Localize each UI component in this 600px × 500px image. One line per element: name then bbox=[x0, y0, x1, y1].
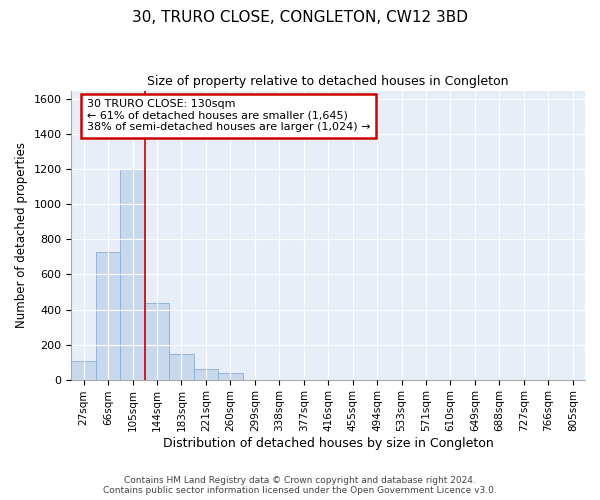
Bar bbox=[71, 361, 96, 380]
Bar bbox=[96, 252, 121, 380]
Title: Size of property relative to detached houses in Congleton: Size of property relative to detached ho… bbox=[148, 75, 509, 88]
Bar bbox=[218, 374, 242, 380]
Bar bbox=[121, 170, 145, 380]
Bar bbox=[145, 302, 169, 380]
Text: 30 TRURO CLOSE: 130sqm
← 61% of detached houses are smaller (1,645)
38% of semi-: 30 TRURO CLOSE: 130sqm ← 61% of detached… bbox=[87, 99, 370, 132]
Bar bbox=[194, 369, 218, 380]
X-axis label: Distribution of detached houses by size in Congleton: Distribution of detached houses by size … bbox=[163, 437, 494, 450]
Text: Contains HM Land Registry data © Crown copyright and database right 2024.
Contai: Contains HM Land Registry data © Crown c… bbox=[103, 476, 497, 495]
Bar bbox=[169, 354, 194, 380]
Y-axis label: Number of detached properties: Number of detached properties bbox=[15, 142, 28, 328]
Text: 30, TRURO CLOSE, CONGLETON, CW12 3BD: 30, TRURO CLOSE, CONGLETON, CW12 3BD bbox=[132, 10, 468, 25]
